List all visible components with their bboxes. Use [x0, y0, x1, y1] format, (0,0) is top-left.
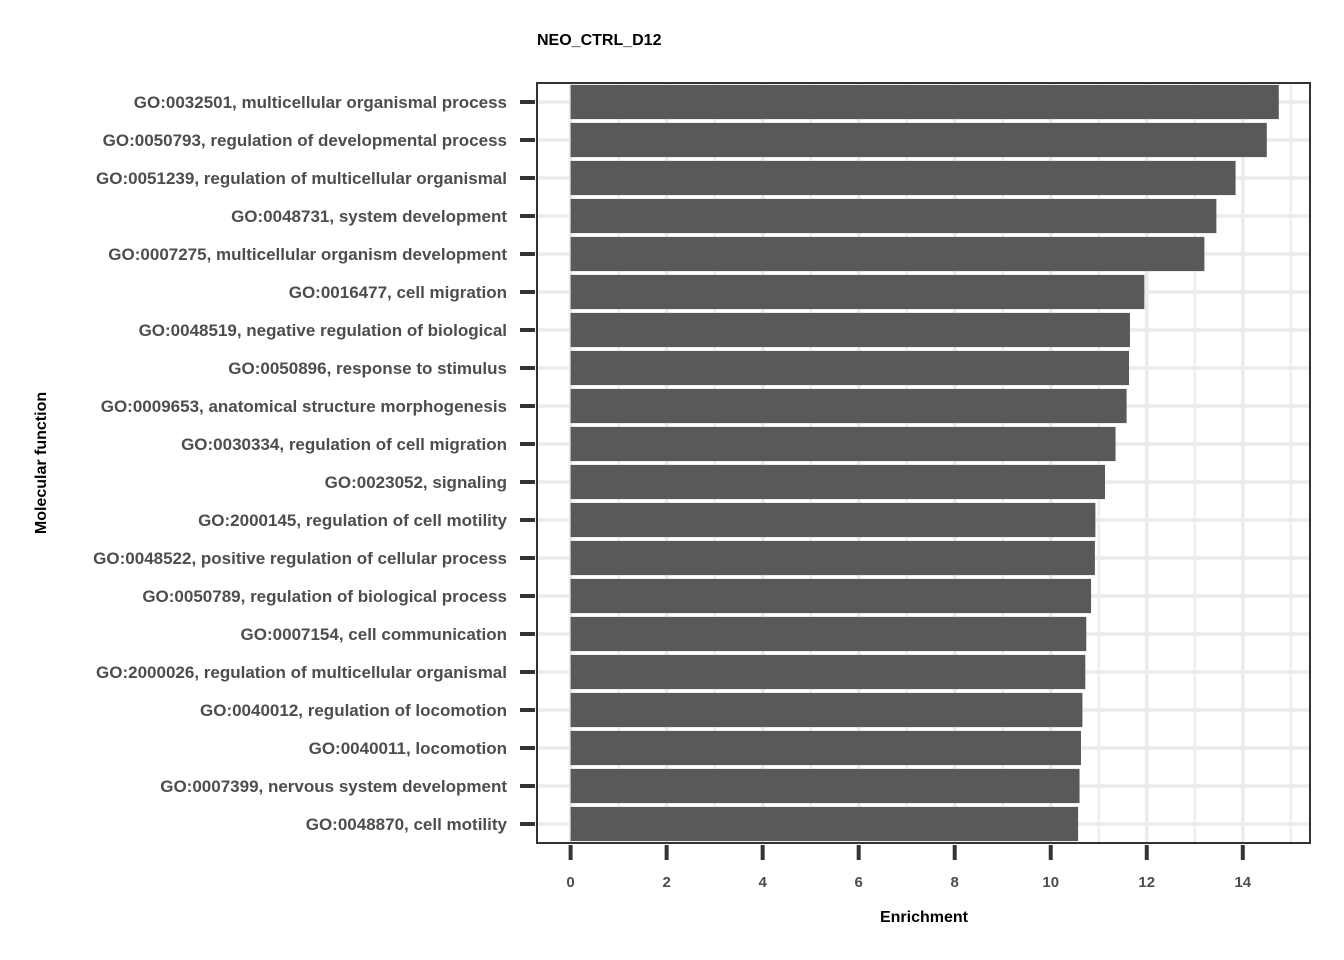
bar [570, 692, 1083, 728]
bar [570, 160, 1236, 196]
y-axis-ticks [520, 100, 535, 826]
x-axis-tick-labels: 0 2 4 6 8 10 12 14 [566, 874, 1251, 891]
x-tick-label: 12 [1138, 874, 1155, 891]
x-tick-label: 2 [662, 874, 670, 891]
x-tick-label: 10 [1042, 874, 1059, 891]
bar [570, 502, 1096, 538]
bar [570, 578, 1092, 614]
plot-panel-border [536, 82, 1311, 844]
bar [570, 616, 1087, 652]
bar [570, 122, 1267, 158]
bar [570, 426, 1116, 462]
category-label: GO:0050789, regulation of biological pro… [142, 587, 507, 606]
chart-title: NEO_CTRL_D12 [537, 32, 662, 49]
bar [570, 350, 1129, 386]
category-label: GO:0009653, anatomical structure morphog… [101, 397, 507, 416]
category-label: GO:0048870, cell motility [306, 815, 508, 834]
x-axis-title: Enrichment [880, 909, 969, 926]
x-axis-ticks [568, 845, 1245, 860]
bar [570, 654, 1086, 690]
category-label: GO:0023052, signaling [325, 473, 507, 492]
category-label: GO:0032501, multicellular organismal pro… [134, 93, 507, 112]
bar [570, 312, 1130, 348]
x-tick-label: 4 [758, 874, 767, 891]
category-label: GO:0048731, system development [231, 207, 507, 226]
category-label: GO:0040012, regulation of locomotion [200, 701, 507, 720]
category-label: GO:0050896, response to stimulus [228, 359, 507, 378]
bar [570, 274, 1145, 310]
category-label: GO:0050793, regulation of developmental … [103, 131, 507, 150]
category-label: GO:0016477, cell migration [289, 283, 507, 302]
category-label: GO:0051239, regulation of multicellular … [96, 169, 507, 188]
y-axis-title: Molecular function [33, 392, 50, 534]
x-tick-label: 0 [566, 874, 574, 891]
y-axis-category-labels: GO:0032501, multicellular organismal pro… [93, 93, 507, 834]
bar [570, 84, 1279, 120]
x-tick-label: 8 [951, 874, 959, 891]
bar [570, 236, 1205, 272]
bars [570, 84, 1279, 842]
x-tick-label: 14 [1234, 874, 1251, 891]
category-label: GO:0007275, multicellular organism devel… [108, 245, 507, 264]
category-label: GO:0007154, cell communication [241, 625, 507, 644]
bar [570, 730, 1081, 766]
bar [570, 388, 1127, 424]
category-label: GO:2000026, regulation of multicellular … [96, 663, 507, 682]
category-label: GO:0048522, positive regulation of cellu… [93, 549, 507, 568]
category-label: GO:0040011, locomotion [309, 739, 507, 758]
bar [570, 806, 1079, 842]
bar [570, 540, 1095, 576]
bar [570, 464, 1105, 500]
category-label: GO:0007399, nervous system development [160, 777, 507, 796]
x-tick-label: 6 [855, 874, 863, 891]
category-label: GO:2000145, regulation of cell motility [198, 511, 507, 530]
category-label: GO:0048519, negative regulation of biolo… [139, 321, 507, 340]
bar [570, 198, 1217, 234]
category-label: GO:0030334, regulation of cell migration [181, 435, 507, 454]
bar [570, 768, 1080, 804]
